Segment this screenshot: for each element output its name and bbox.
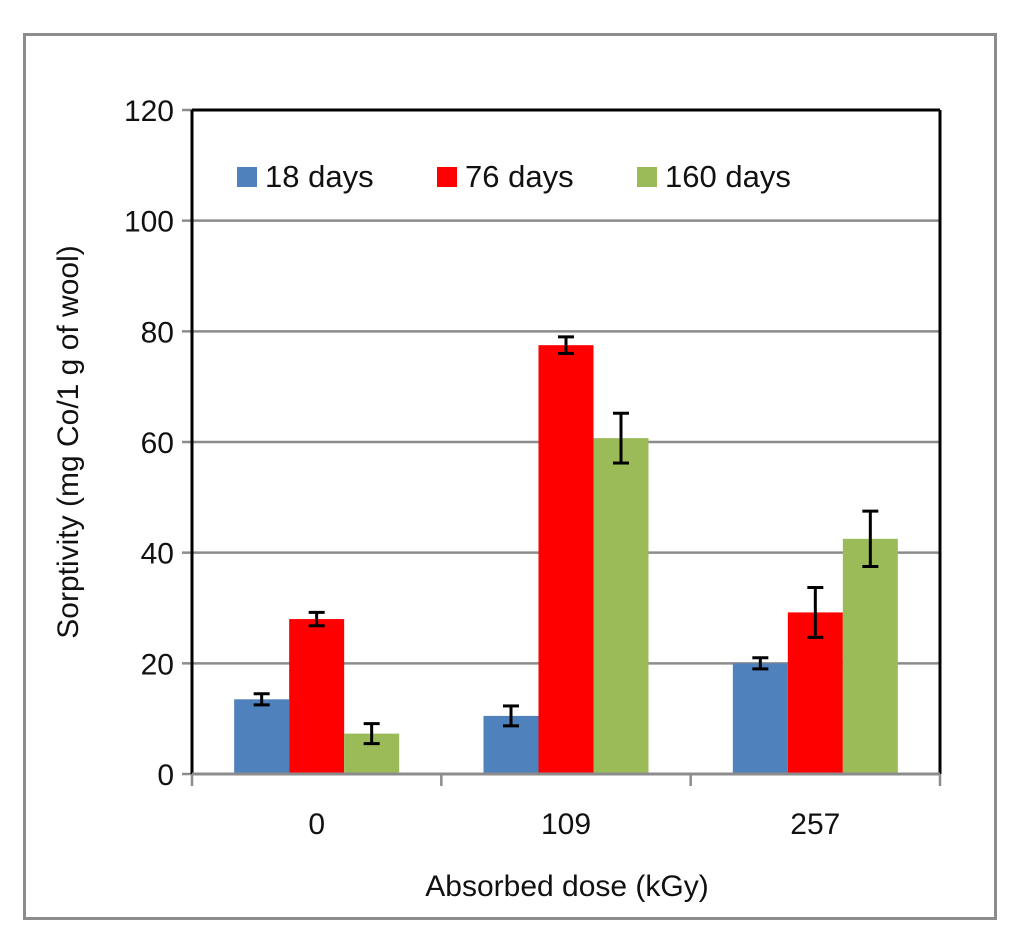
- bars: [234, 345, 898, 774]
- error-bar-76-days-dose-257: [807, 586, 824, 639]
- y-tick-label-120: 120: [124, 95, 174, 128]
- legend-swatch-160-days: [637, 167, 657, 187]
- bar-76-days-dose-0: [289, 619, 345, 774]
- legend: 18 days 76 days 160 days: [237, 159, 791, 194]
- legend-swatch-76-days: [437, 167, 457, 187]
- y-tick-label-60: 60: [141, 427, 174, 460]
- y-axis-title: Sorptivity (mg Co/1 g of wool): [52, 245, 85, 638]
- legend-label-76-days: 76 days: [465, 159, 574, 194]
- error-bars: [253, 335, 879, 746]
- bar-160-days-dose-257: [842, 538, 898, 774]
- y-tick-label-40: 40: [141, 538, 174, 571]
- y-tick-label-20: 20: [141, 648, 174, 681]
- x-tick-label-257: 257: [790, 808, 840, 841]
- axes: [182, 108, 942, 786]
- tick-labels: 0 20 40 60 80 100 120 0 109 257: [124, 95, 840, 841]
- x-tick-label-109: 109: [541, 808, 591, 841]
- bar-160-days-dose-109: [593, 438, 649, 774]
- bar-18-days-dose-257: [732, 663, 788, 774]
- error-bar-160-days-dose-109: [613, 411, 629, 465]
- bar-76-days-dose-257: [787, 612, 843, 774]
- bar-18-days-dose-0: [234, 699, 290, 774]
- x-tick-label-0: 0: [308, 808, 325, 841]
- error-bar-18-days-dose-257: [752, 656, 769, 671]
- y-tick-label-0: 0: [157, 759, 174, 792]
- legend-swatch-18-days: [237, 167, 257, 187]
- bar-76-days-dose-109: [538, 345, 594, 774]
- y-tick-label-80: 80: [141, 316, 174, 349]
- error-bar-18-days-dose-109: [503, 704, 519, 728]
- legend-label-160-days: 160 days: [665, 159, 791, 194]
- legend-label-18-days: 18 days: [265, 159, 374, 194]
- x-axis-title: Absorbed dose (kGy): [425, 870, 708, 903]
- error-bar-76-days-dose-109: [558, 335, 574, 355]
- error-bar-160-days-dose-257: [862, 509, 879, 568]
- error-bar-160-days-dose-0: [363, 722, 380, 746]
- error-bar-76-days-dose-0: [308, 610, 325, 628]
- error-bar-18-days-dose-0: [253, 692, 270, 707]
- y-tick-label-100: 100: [124, 206, 174, 239]
